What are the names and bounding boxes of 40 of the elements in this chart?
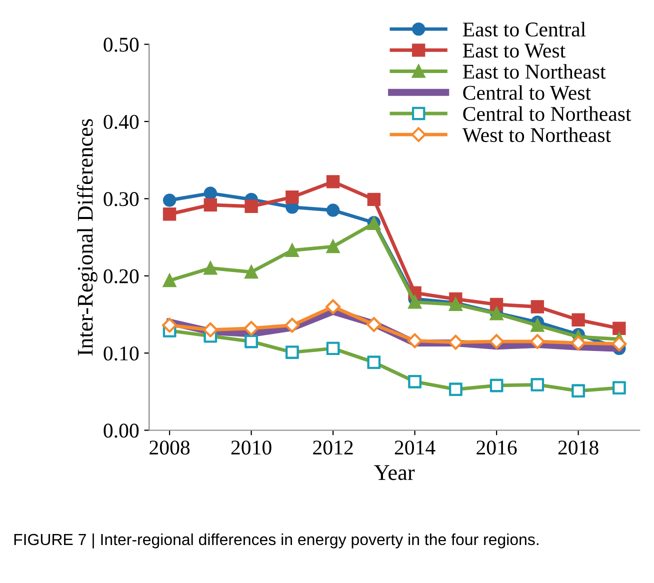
- point: [572, 313, 585, 326]
- x-tick-label: 2016: [476, 440, 517, 455]
- point: [162, 208, 176, 221]
- y-tick-label: 0.00: [104, 424, 139, 438]
- point: [286, 190, 299, 204]
- point: [244, 265, 258, 279]
- caption: FIGURE 7 | Inter-regional differences in energy poverty in the four regions.: [14, 533, 538, 548]
- point: [326, 240, 340, 254]
- x-tick-label: 2008: [150, 440, 190, 455]
- point: [204, 186, 218, 200]
- point: [490, 298, 504, 312]
- x-tick-label: 2014: [394, 440, 436, 455]
- point: [326, 175, 340, 188]
- point: [244, 200, 258, 214]
- legend-label: East to Northeast: [462, 64, 606, 79]
- point: [530, 318, 544, 332]
- legend-label: Central to Northeast: [463, 106, 632, 121]
- y-tick-label: 0.40: [104, 114, 139, 130]
- point: [612, 322, 626, 335]
- legend-label: East to Central: [462, 22, 586, 37]
- point: [367, 192, 381, 206]
- y-tick-label: 0.10: [104, 346, 139, 361]
- x-tick-label: 2010: [231, 440, 272, 455]
- point: [204, 198, 218, 212]
- y-axis-title: Inter-Regional Differences: [76, 119, 98, 356]
- y-tick-label: 0.50: [104, 38, 139, 52]
- point: [162, 274, 176, 288]
- point: [162, 194, 176, 207]
- x-tick-label: 2012: [313, 440, 353, 455]
- y-tick-label: 0.30: [104, 192, 139, 206]
- legend-label: Central to West: [463, 85, 591, 100]
- point: [204, 262, 218, 275]
- legend-label: West to Northeast: [462, 127, 611, 142]
- point: [530, 300, 544, 314]
- x-tick-label: 2018: [558, 440, 598, 455]
- point: [286, 244, 299, 258]
- y-tick-label: 0.20: [104, 269, 139, 284]
- x-axis-title: Year: [374, 465, 415, 480]
- point: [326, 204, 340, 217]
- legend-label: East to West: [462, 44, 566, 58]
